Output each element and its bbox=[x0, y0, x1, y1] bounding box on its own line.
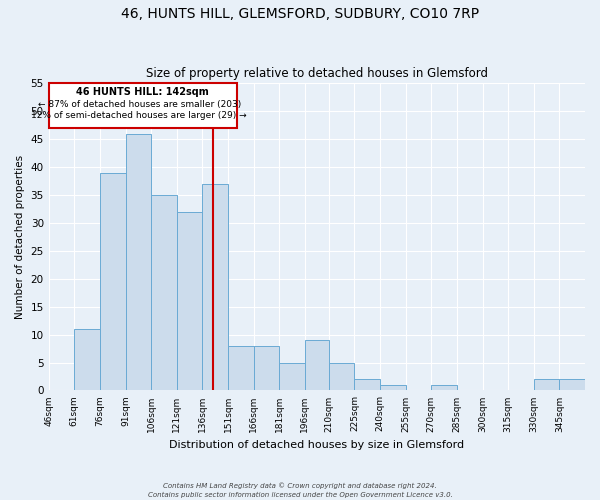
Bar bbox=[279, 362, 305, 390]
Bar bbox=[254, 346, 279, 391]
Bar bbox=[202, 184, 228, 390]
Bar bbox=[534, 380, 559, 390]
Bar bbox=[228, 346, 254, 391]
Bar bbox=[177, 212, 202, 390]
Bar bbox=[380, 385, 406, 390]
Bar bbox=[355, 380, 380, 390]
Bar bbox=[151, 195, 177, 390]
Bar bbox=[305, 340, 329, 390]
Text: 46, HUNTS HILL, GLEMSFORD, SUDBURY, CO10 7RP: 46, HUNTS HILL, GLEMSFORD, SUDBURY, CO10… bbox=[121, 8, 479, 22]
Bar bbox=[49, 84, 236, 128]
Bar bbox=[74, 329, 100, 390]
Title: Size of property relative to detached houses in Glemsford: Size of property relative to detached ho… bbox=[146, 66, 488, 80]
Bar bbox=[329, 362, 355, 390]
Text: Contains HM Land Registry data © Crown copyright and database right 2024.
Contai: Contains HM Land Registry data © Crown c… bbox=[148, 482, 452, 498]
X-axis label: Distribution of detached houses by size in Glemsford: Distribution of detached houses by size … bbox=[169, 440, 464, 450]
Text: ← 87% of detached houses are smaller (203): ← 87% of detached houses are smaller (20… bbox=[38, 100, 241, 109]
Text: 12% of semi-detached houses are larger (29) →: 12% of semi-detached houses are larger (… bbox=[31, 112, 247, 120]
Bar bbox=[125, 134, 151, 390]
Bar bbox=[431, 385, 457, 390]
Bar bbox=[100, 172, 125, 390]
Text: 46 HUNTS HILL: 142sqm: 46 HUNTS HILL: 142sqm bbox=[76, 88, 209, 98]
Y-axis label: Number of detached properties: Number of detached properties bbox=[15, 155, 25, 319]
Bar bbox=[559, 380, 585, 390]
